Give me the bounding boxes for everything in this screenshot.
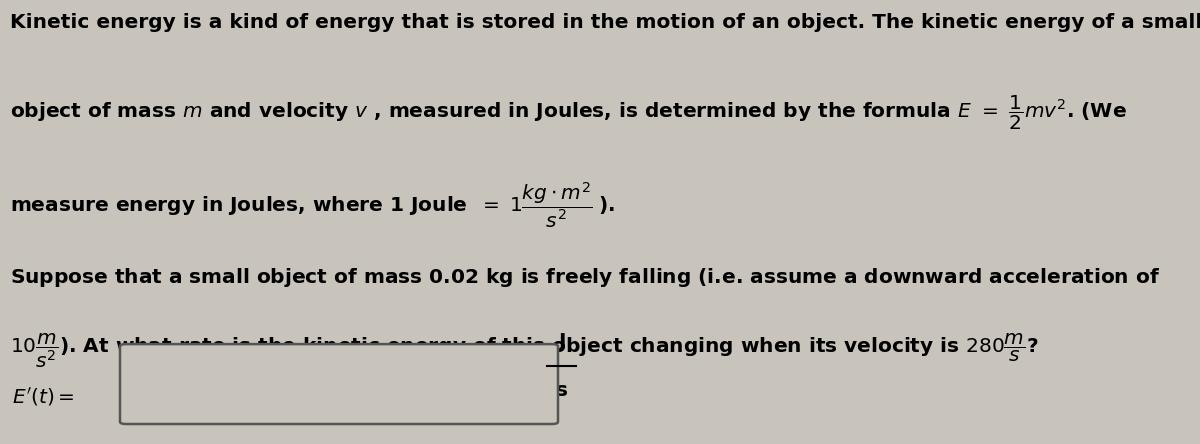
Text: $E'(t) =$: $E'(t) =$ — [12, 386, 74, 408]
Text: Kinetic energy is a kind of energy that is stored in the motion of an object. Th: Kinetic energy is a kind of energy that … — [10, 13, 1200, 32]
Text: object of mass $\mathit{m}$ and velocity $\mathit{v}$ , measured in Joules, is d: object of mass $\mathit{m}$ and velocity… — [10, 93, 1127, 131]
Text: J: J — [558, 333, 565, 351]
Text: measure energy in Joules, where 1 Joule $\;=\;1\dfrac{kg\cdot m^{2}}{s^{2}}\;$).: measure energy in Joules, where 1 Joule … — [10, 180, 614, 230]
Text: Suppose that a small object of mass $\mathbf{0.02}$ kg is freely falling (i.e. a: Suppose that a small object of mass $\ma… — [10, 266, 1159, 289]
Text: $10\dfrac{m}{s^{2}}$). At what rate is the kinetic energy of this object changin: $10\dfrac{m}{s^{2}}$). At what rate is t… — [10, 331, 1038, 369]
Text: s: s — [556, 381, 568, 400]
FancyBboxPatch shape — [120, 344, 558, 424]
